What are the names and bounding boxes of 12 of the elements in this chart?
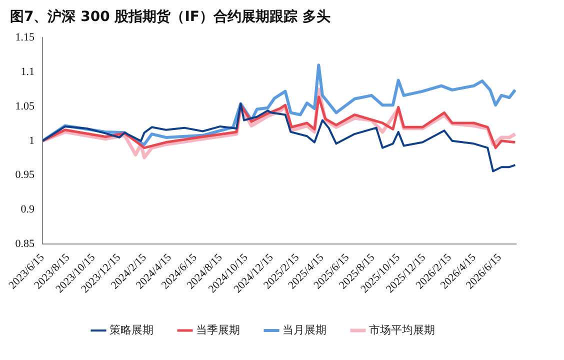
y-tick-label: 1.05 <box>15 100 36 112</box>
y-tick-label: 0.85 <box>15 238 36 250</box>
y-tick-label: 0.9 <box>20 204 36 216</box>
legend-label: 当月展期 <box>282 323 326 336</box>
chart-title: 图7、沪深 300 股指期货（IF）合约展期跟踪 多头 <box>9 8 332 26</box>
y-tick-label: 1.15 <box>15 31 36 44</box>
y-tick-label: 1.1 <box>20 66 35 78</box>
y-tick-label: 0.95 <box>15 169 36 182</box>
legend-label: 市场平均展期 <box>369 323 435 336</box>
legend-label: 当季展期 <box>196 323 240 336</box>
legend-label: 策略展期 <box>110 323 154 336</box>
y-tick-label: 1 <box>29 134 35 147</box>
